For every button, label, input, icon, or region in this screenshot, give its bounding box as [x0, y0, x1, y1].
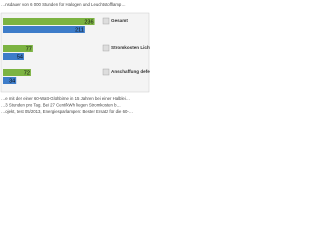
- screenshot: …nsdauer von 6 000 Stunden für Halogen u…: [0, 2, 169, 114]
- value-label: 236: [84, 19, 93, 25]
- legend-label: Gesamt: [111, 18, 128, 23]
- bar: [3, 18, 95, 25]
- bar: [3, 53, 24, 60]
- bar: [3, 45, 33, 52]
- legend-swatch: [102, 17, 110, 25]
- value-label: 211: [75, 27, 84, 33]
- value-label: 72: [24, 70, 30, 76]
- header-text: …nsdauer von 6 000 Stunden für Halogen u…: [1, 2, 126, 7]
- footer-text: …3 Stunden pro Tag. Bei 27 Cent/kWh lieg…: [1, 103, 121, 108]
- footer-text: …ojekt, test 05/2013, Energiesparlampen:…: [1, 109, 133, 114]
- value-label: 34: [9, 78, 15, 84]
- legend-swatch: [102, 68, 110, 76]
- legend-swatch: [102, 44, 110, 52]
- legend-label: Anschaffung defekter L…: [111, 69, 150, 74]
- value-label: 54: [17, 54, 23, 60]
- footer-text: …e mit der einer 60-Watt-Glühbirne in 15…: [1, 96, 130, 101]
- bar: [3, 69, 31, 76]
- value-label: 77: [26, 46, 32, 52]
- bar: [3, 77, 17, 84]
- legend-label: Stromkosten Lichtleistung: [111, 45, 150, 50]
- bar: [3, 26, 85, 33]
